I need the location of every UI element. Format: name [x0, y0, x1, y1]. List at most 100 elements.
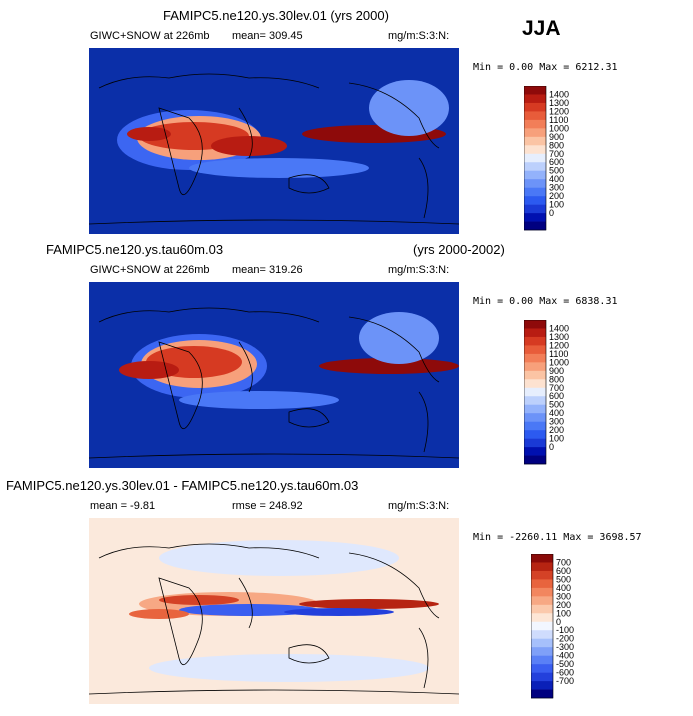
p1-colorbar-label-8: 600 — [549, 157, 564, 167]
p1-colorbar-swatch-2 — [524, 102, 546, 112]
p1-colorbar-label-11: 300 — [549, 183, 564, 193]
p1-colorbar-swatch-4 — [524, 119, 546, 129]
panel2-map — [89, 282, 459, 468]
panel1-map — [89, 48, 459, 234]
p1-colorbar-label-3: 1100 — [549, 115, 568, 125]
panel1-field-patches — [117, 80, 449, 178]
p1-coast-india — [238, 107, 253, 159]
panel2-mean: mean= 319.26 — [232, 264, 303, 276]
p1-colorbar-swatch-0 — [524, 86, 546, 95]
p2-coast-india — [238, 341, 253, 393]
p1-colorbar-label-2: 1200 — [549, 106, 569, 116]
panel1-colorbar: 1400130012001100100090080070060050040030… — [524, 86, 569, 231]
p2-coast-samerica — [418, 391, 429, 453]
p1-colorbar-label-6: 800 — [549, 140, 564, 150]
p2-colorbar-swatch-3 — [524, 345, 546, 355]
p2-colorbar-label-9: 500 — [549, 400, 564, 410]
panel3-colorbar: 7006005004003002001000-100-200-300-400-5… — [531, 554, 574, 699]
p2-colorbar-label-2: 1200 — [549, 340, 569, 350]
p2-colorbar-swatch-4 — [524, 353, 546, 363]
p1-coast-samerica — [418, 157, 429, 219]
p3-colorbar-swatch-1 — [531, 562, 553, 572]
p3-colorbar-label-10: -300 — [556, 642, 574, 652]
panel2-title: FAMIPC5.ne120.ys.tau60m.03 — [46, 242, 224, 257]
p3-colorbar-swatch-8 — [531, 621, 553, 631]
p2-colorbar-label-7: 700 — [549, 383, 564, 393]
p2-colorbar-swatch-16 — [524, 455, 546, 465]
p3-colorbar-label-6: 100 — [556, 608, 571, 618]
p1-coast-africa — [158, 107, 203, 195]
panel1-coastlines — [89, 73, 459, 225]
p2-colorbar-label-6: 800 — [549, 374, 564, 384]
p1-colorbar-swatch-3 — [524, 111, 546, 121]
p2-colorbar-swatch-2 — [524, 336, 546, 346]
p3-colorbar-label-8: -100 — [556, 625, 574, 635]
p2-colorbar-label-8: 600 — [549, 391, 564, 401]
panel3-minmax: Min = -2260.11 Max = 3698.57 — [473, 532, 642, 543]
p3-colorbar-swatch-11 — [531, 647, 553, 656]
p3-coast-namerica — [348, 552, 440, 619]
p1-colorbar-label-5: 900 — [549, 132, 564, 142]
p2-coast-antarctica — [89, 453, 459, 459]
p3-colorbar-swatch-9 — [531, 630, 553, 640]
p2-patch-4 — [119, 361, 179, 379]
panel1-mean: mean= 309.45 — [232, 30, 303, 42]
p2-colorbar-swatch-12 — [524, 421, 546, 431]
p1-coast-antarctica — [89, 219, 459, 225]
p3-coast-india — [238, 577, 253, 629]
panel3-rmse: rmse = 248.92 — [232, 500, 303, 512]
season-label: JJA — [522, 17, 561, 40]
p2-colorbar-label-0: 1400 — [549, 323, 569, 333]
p1-colorbar-label-0: 1400 — [549, 89, 569, 99]
panel3-field-patches — [129, 540, 439, 682]
p1-colorbar-swatch-13 — [524, 196, 546, 205]
p3-patch-1 — [159, 540, 399, 576]
p2-patch-7 — [179, 391, 339, 409]
p1-colorbar-label-10: 400 — [549, 174, 564, 184]
p2-colorbar-swatch-11 — [524, 413, 546, 422]
panel1-title: FAMIPC5.ne120.ys.30lev.01 (yrs 2000) — [163, 8, 389, 23]
p3-colorbar-label-2: 500 — [556, 574, 571, 584]
p2-colorbar-label-3: 1100 — [549, 349, 568, 359]
p1-colorbar-label-4: 1000 — [549, 123, 569, 133]
p1-colorbar-swatch-1 — [524, 94, 546, 104]
p1-patch-4 — [211, 136, 287, 156]
p1-coast-namerica — [348, 82, 440, 149]
p1-colorbar-swatch-8 — [524, 153, 546, 163]
p2-colorbar-swatch-13 — [524, 430, 546, 439]
p3-colorbar-label-4: 300 — [556, 591, 571, 601]
p3-patch-7 — [284, 608, 394, 616]
p3-colorbar-label-3: 400 — [556, 583, 571, 593]
p3-coast-eurasia — [98, 543, 320, 559]
p1-colorbar-label-13: 100 — [549, 200, 564, 210]
p2-coast-australia — [288, 408, 330, 428]
p3-colorbar-label-14: -700 — [556, 676, 574, 686]
panel1-minmax: Min = 0.00 Max = 6212.31 — [473, 62, 618, 73]
panel3-coastlines — [89, 543, 459, 695]
p2-colorbar-outline — [524, 320, 547, 465]
p1-colorbar-outline — [524, 86, 547, 231]
panel2-coastlines — [89, 307, 459, 459]
p3-colorbar-swatch-16 — [531, 689, 553, 699]
p1-colorbar-label-9: 500 — [549, 166, 564, 176]
p3-colorbar-swatch-3 — [531, 579, 553, 589]
p1-colorbar-swatch-16 — [524, 221, 546, 231]
panel3-mean: mean = -9.81 — [90, 500, 156, 512]
p1-patch-6 — [369, 80, 449, 136]
p3-patch-6 — [299, 599, 439, 609]
p3-colorbar-swatch-6 — [531, 604, 553, 614]
p2-coast-africa — [158, 341, 203, 429]
p2-colorbar-swatch-0 — [524, 320, 546, 329]
p2-colorbar-swatch-15 — [524, 447, 546, 456]
panel3-map — [89, 518, 459, 704]
p1-colorbar-swatch-12 — [524, 187, 546, 197]
p2-colorbar-label-1: 1300 — [549, 332, 569, 342]
panel2-years: (yrs 2000-2002) — [413, 242, 505, 257]
p2-colorbar-swatch-6 — [524, 370, 546, 380]
panel2-field-patches — [119, 312, 459, 409]
p3-colorbar-label-13: -600 — [556, 668, 574, 678]
p1-patch-8 — [127, 127, 171, 141]
p2-colorbar-swatch-7 — [524, 379, 546, 389]
panel1-field-label: GIWC+SNOW at 226mb — [90, 30, 210, 42]
p1-colorbar-swatch-6 — [524, 136, 546, 146]
